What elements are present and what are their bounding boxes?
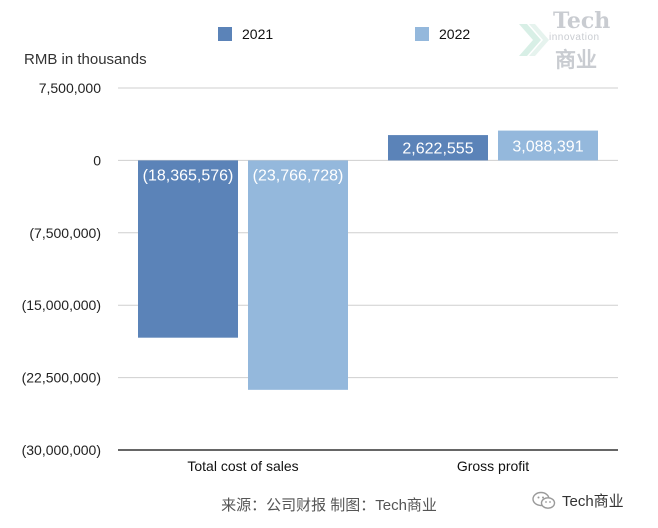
data-label-2021-0: (18,365,576) (143, 167, 234, 184)
x-category-label: Total cost of sales (187, 458, 298, 474)
y-tick-label: (7,500,000) (29, 225, 101, 241)
wechat-icon (532, 491, 556, 509)
legend-item-2021: 2021 (218, 26, 273, 42)
y-tick-label: (30,000,000) (22, 442, 101, 458)
wechat-label: Tech商业 (562, 493, 624, 510)
unit-label: RMB in thousands (24, 51, 147, 68)
source-note: 来源：公司财报 制图：Tech商业 (221, 497, 437, 514)
y-tick-label: (15,000,000) (22, 297, 101, 313)
watermark-subtitle: innovation (549, 32, 600, 43)
legend-label-2022: 2022 (439, 26, 471, 42)
legend-item-2022: 2022 (415, 26, 470, 42)
watermark-chinese: 商业 (555, 47, 597, 72)
wechat-account: Tech商业 (532, 490, 624, 511)
data-label-2022-1: 3,088,391 (512, 138, 583, 155)
arrow-icon (519, 24, 549, 56)
data-label-2022-0: (23,766,728) (253, 167, 344, 184)
y-tick-label: (22,500,000) (22, 370, 101, 386)
data-label-2021-1: 2,622,555 (402, 141, 473, 158)
legend-label-2021: 2021 (242, 26, 274, 42)
bar-2022-1 (498, 130, 598, 161)
bar-2021-0 (138, 160, 238, 338)
y-tick-label: 0 (93, 152, 101, 168)
y-tick-label: 7,500,000 (39, 80, 101, 96)
x-category-label: Gross profit (457, 458, 529, 474)
legend-swatch-2022 (415, 27, 429, 41)
legend-swatch-2021 (218, 27, 232, 41)
bar-2021-1 (388, 135, 488, 161)
bar-2022-0 (248, 160, 348, 390)
watermark-title: Tech (553, 8, 611, 34)
watermark-logo: Tech innovation 商业 (515, 8, 645, 72)
